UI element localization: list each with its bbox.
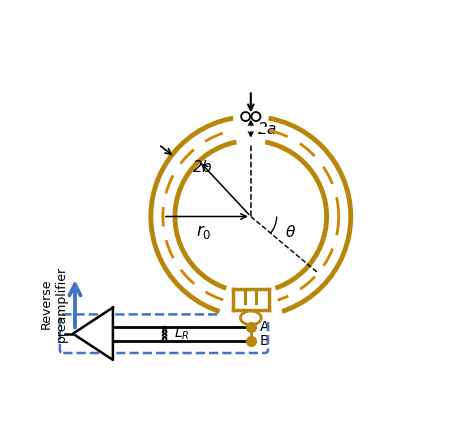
Text: 2$a$: 2$a$ bbox=[257, 121, 277, 136]
Text: 2$b$: 2$b$ bbox=[192, 159, 213, 175]
Circle shape bbox=[252, 112, 260, 121]
Text: A: A bbox=[260, 320, 269, 334]
Circle shape bbox=[241, 112, 250, 121]
Text: $L_R$: $L_R$ bbox=[174, 326, 190, 342]
Text: $r_0$: $r_0$ bbox=[196, 223, 211, 241]
Text: B: B bbox=[260, 333, 269, 348]
Text: $\theta$: $\theta$ bbox=[285, 224, 296, 240]
Polygon shape bbox=[73, 307, 113, 360]
Text: Reverse
preamplifier: Reverse preamplifier bbox=[40, 266, 68, 342]
